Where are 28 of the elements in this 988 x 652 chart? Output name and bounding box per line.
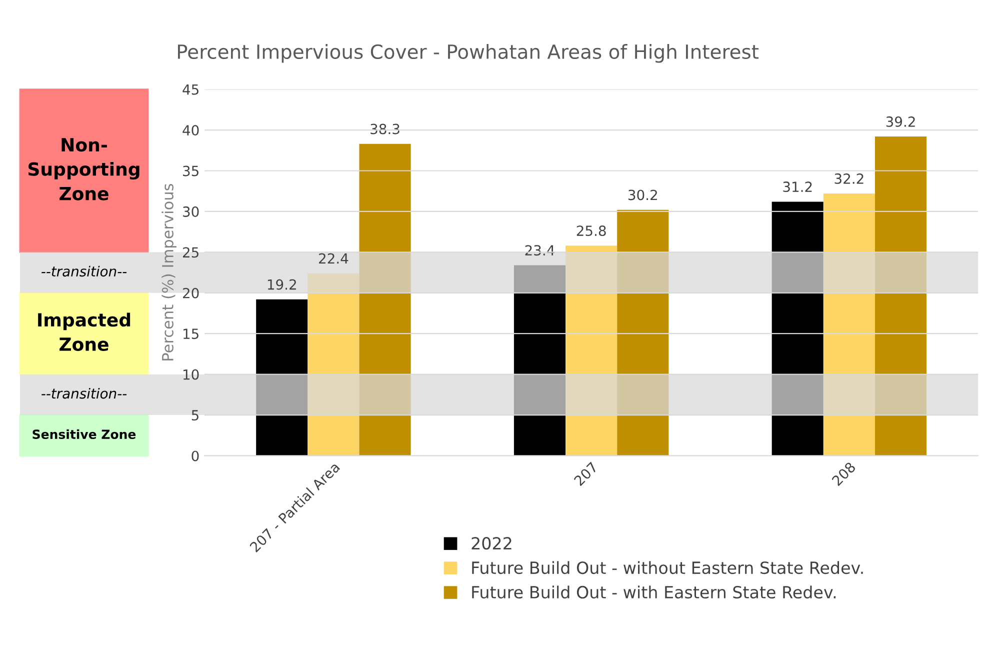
data-label: 30.2 bbox=[628, 190, 657, 200]
y-tick-label: 30 bbox=[183, 206, 199, 217]
y-tick-label: 40 bbox=[182, 125, 199, 136]
data-label: 32.2 bbox=[834, 173, 864, 184]
text: Impacted Zone bbox=[38, 312, 130, 352]
y-tick-label: 0 bbox=[192, 450, 199, 462]
band-label: --transition-- bbox=[42, 388, 127, 399]
y-tick-label: 25 bbox=[183, 247, 198, 258]
y-tick-label: 15 bbox=[184, 328, 198, 340]
text: Sensitive Zone bbox=[32, 429, 136, 440]
chart-title: Percent Impervious Cover - Powhatan Areas of High Interest bbox=[178, 44, 759, 63]
y-tick-label: 5 bbox=[192, 410, 198, 421]
legend-label: Future Build Out - without Eastern State Redev. bbox=[472, 561, 863, 574]
y-tick-label: 35 bbox=[183, 166, 198, 176]
y-axis-title: Percent (%) Impervious bbox=[162, 184, 176, 360]
legend-label: Future Build Out - with Eastern State Redev. bbox=[472, 586, 836, 599]
y-tick-label: 20 bbox=[183, 288, 199, 298]
data-label: 19.2 bbox=[268, 279, 296, 290]
y-tick-label: 10 bbox=[184, 369, 199, 380]
data-label: 31.2 bbox=[783, 182, 812, 192]
data-label: 22.4 bbox=[319, 253, 348, 264]
legend-label: 2022 bbox=[472, 537, 512, 550]
data-label: 39.2 bbox=[886, 116, 915, 127]
text: Non- Supporting Zone bbox=[28, 138, 140, 200]
x-tick-label: 208 bbox=[831, 461, 856, 486]
y-tick-label: 45 bbox=[182, 84, 198, 95]
band-label: --transition-- bbox=[42, 266, 127, 277]
data-label: 25.8 bbox=[576, 226, 606, 236]
